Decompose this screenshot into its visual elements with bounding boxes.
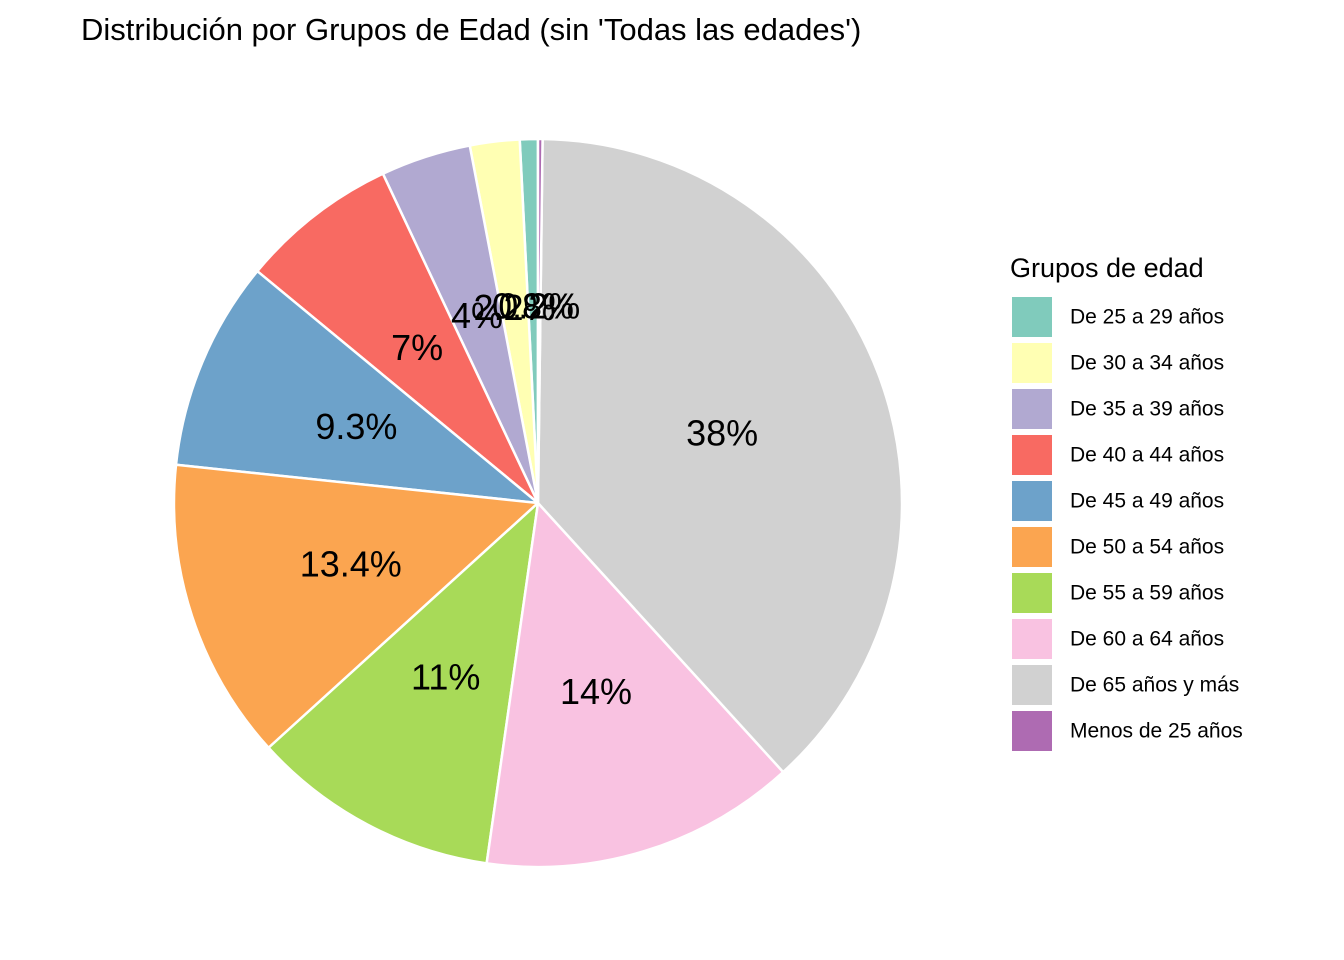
slice-label: 7%: [391, 327, 443, 368]
chart-title: Distribución por Grupos de Edad (sin 'To…: [81, 12, 861, 47]
slice-label: 0.2%: [498, 286, 580, 327]
pie-slice-labels: 0.8%2.2%4%7% 9.3% 13.4% 11% 14% 38% 0.2%: [300, 286, 758, 712]
slice-label: 14%: [560, 671, 632, 712]
slice-label: 38%: [686, 413, 758, 454]
slice-label: 13.4%: [300, 544, 402, 585]
legend-title: Grupos de edad: [1010, 253, 1204, 283]
pie-slice: [536, 137, 904, 774]
legend-label: De 55 a 59 años: [1070, 582, 1224, 605]
slice-label: 0.8%: [492, 286, 574, 327]
legend-label: De 45 a 49 años: [1070, 490, 1224, 513]
legend: Grupos de edad De 25 a 29 años De 30 a 34…: [1010, 253, 1243, 751]
legend-label: De 50 a 54 años: [1070, 536, 1224, 559]
legend-swatch: [1012, 297, 1052, 337]
slice-label: 11%: [411, 657, 480, 698]
legend-swatch: [1012, 481, 1052, 521]
legend-swatch: [1012, 435, 1052, 475]
slice-label: 4%: [451, 295, 503, 336]
pie-slices: [172, 137, 904, 869]
pie-slice: [256, 172, 540, 505]
legend-swatch: [1012, 389, 1052, 429]
legend-label: De 25 a 29 años: [1070, 306, 1224, 329]
legend-swatch: [1012, 619, 1052, 659]
legend-items: De 25 a 29 años De 30 a 34 años De 35 a 39…: [1012, 297, 1243, 751]
legend-swatch: [1012, 527, 1052, 567]
pie-slice: [172, 463, 540, 749]
legend-label: De 40 a 44 años: [1070, 444, 1224, 467]
pie-slice: [267, 501, 540, 865]
legend-swatch: [1012, 573, 1052, 613]
legend-label: Menos de 25 años: [1070, 720, 1243, 743]
pie-slice: [485, 501, 785, 869]
slice-label: 9.3%: [315, 406, 397, 447]
legend-swatch: [1012, 711, 1052, 751]
legend-label: De 65 años y más: [1070, 674, 1239, 697]
legend-label: De 35 a 39 años: [1070, 398, 1224, 421]
legend-swatch: [1012, 665, 1052, 705]
slice-label: 2.2%: [473, 287, 555, 328]
legend-swatch: [1012, 343, 1052, 383]
pie-slice: [536, 137, 544, 505]
pie-slice: [174, 269, 540, 505]
legend-label: De 60 a 64 años: [1070, 628, 1224, 651]
legend-label: De 30 a 34 años: [1070, 352, 1224, 375]
